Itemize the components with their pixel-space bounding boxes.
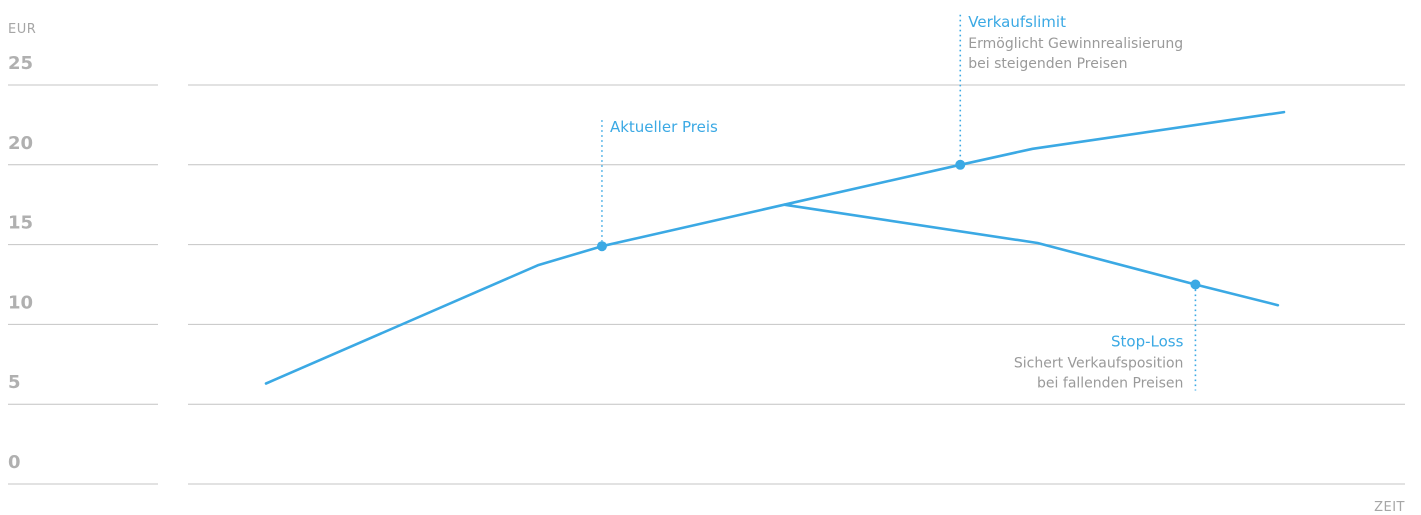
annotation-desc-verkaufslimit-1: Ermöglicht Gewinnrealisierung (968, 36, 1183, 52)
y-tick-label-20: 20 (8, 133, 33, 154)
y-tick-label-10: 10 (8, 292, 33, 313)
annotation-label-verkaufslimit: Verkaufslimit (968, 13, 1066, 31)
series-line-2 (782, 203, 1280, 307)
y-axis-ticks: 0 5 10 15 20 25 (8, 53, 33, 473)
annotations: Aktueller Preis Verkaufslimit Ermöglicht G… (596, 13, 1201, 392)
y-tick-label-5: 5 (8, 372, 21, 393)
marker-verkaufslimit (955, 159, 966, 170)
gridlines (8, 84, 1405, 485)
annotation-label-stop-loss: Stop-Loss (1111, 333, 1184, 351)
annotation-desc-stop-loss-1: Sichert Verkaufsposition (1014, 356, 1184, 372)
marker-aktueller-preis (596, 241, 607, 252)
y-axis-unit: EUR (8, 22, 36, 37)
y-tick-label-15: 15 (8, 213, 33, 234)
annotation-desc-stop-loss-2: bei fallenden Preisen (1037, 376, 1183, 392)
annotation-desc-verkaufslimit-2: bei steigenden Preisen (968, 56, 1127, 72)
y-tick-label-0: 0 (8, 452, 21, 473)
y-tick-label-25: 25 (8, 53, 33, 74)
marker-stop-loss (1190, 279, 1201, 290)
annotation-label-aktueller-preis: Aktueller Preis (610, 118, 718, 136)
price-series (264, 110, 1286, 385)
x-axis-label: ZEIT (1374, 500, 1405, 515)
